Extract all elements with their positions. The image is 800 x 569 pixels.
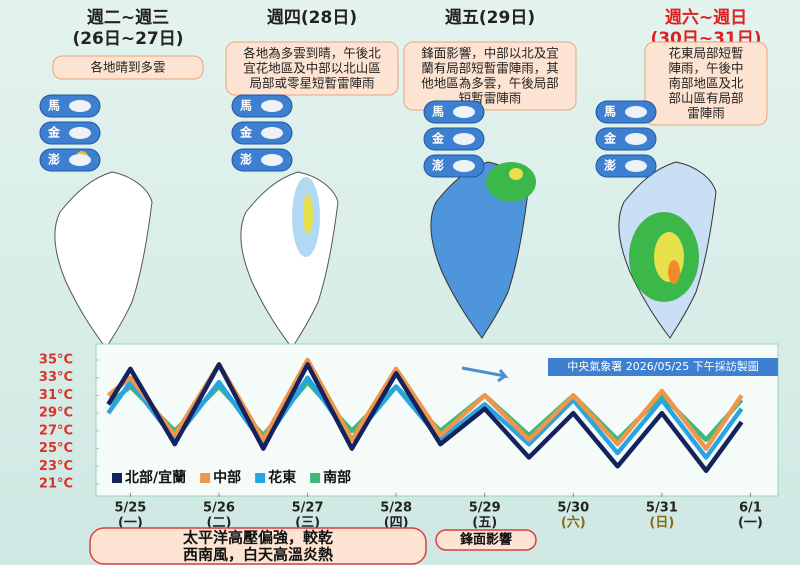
map xyxy=(618,161,717,339)
forecast-box xyxy=(644,41,768,126)
island-label: 澎 xyxy=(432,158,444,173)
series-line xyxy=(106,362,744,473)
y-tick-label: 31°C xyxy=(39,388,73,403)
x-tick-label: 6/1 xyxy=(739,501,762,516)
cloud-icon xyxy=(453,133,475,145)
legend-label: 北部/宜蘭 xyxy=(125,469,186,486)
y-tick-label: 21°C xyxy=(39,477,73,492)
island-label: 澎 xyxy=(48,152,60,167)
legend-label: 花東 xyxy=(268,469,296,486)
cloud-icon xyxy=(453,106,475,118)
legend-swatch xyxy=(112,473,122,483)
map xyxy=(430,161,536,339)
y-tick-label: 27°C xyxy=(39,423,73,438)
forecast-box xyxy=(52,55,204,80)
forecast-text: 陣雨，午後中 xyxy=(668,61,743,76)
forecast-text: 他地區為多雲，午後局部 xyxy=(421,76,559,91)
annotation: 中央氣象署 2026/05/25 下午採訪製圖 xyxy=(567,359,758,373)
weekday-label: (五) xyxy=(472,516,497,531)
panel-heading: 週六~週日 xyxy=(665,7,747,28)
x-tick-label: 5/28 xyxy=(380,501,412,516)
annotation-box xyxy=(548,358,778,376)
island-label: 金 xyxy=(431,131,445,146)
cloud-icon xyxy=(453,160,475,172)
forecast-text: 部山區有局部 xyxy=(668,91,743,106)
island-label: 馬 xyxy=(432,105,444,119)
legend-label: 南部 xyxy=(323,469,351,486)
forecast-text: 鋒面影響，中部以北及宜 xyxy=(421,46,559,61)
map xyxy=(240,171,339,349)
y-tick-label: 29°C xyxy=(39,406,73,421)
island-label: 澎 xyxy=(604,158,616,173)
forecast-text: 各地晴到多雲 xyxy=(90,60,165,75)
weekday-label: (一) xyxy=(738,516,763,531)
panel-heading: 週四(28日) xyxy=(267,8,357,28)
x-tick-label: 5/26 xyxy=(203,501,235,516)
cloud-icon xyxy=(261,127,283,139)
note-box xyxy=(89,527,427,565)
series-line xyxy=(106,375,744,460)
forecast-text: 花東局部短暫 xyxy=(668,46,743,61)
y-tick-label: 25°C xyxy=(39,441,73,456)
note-text: 鋒面影響 xyxy=(459,532,512,548)
weekday-label: (二) xyxy=(207,516,232,531)
note-text: 西南風，白天高溫炎熱 xyxy=(183,546,333,564)
cloud-icon xyxy=(625,160,647,172)
cloud-icon xyxy=(69,127,91,139)
x-tick-label: 5/25 xyxy=(114,501,146,516)
y-tick-label: 23°C xyxy=(39,459,73,474)
legend-swatch xyxy=(255,473,266,483)
cloud-icon xyxy=(69,100,91,112)
legend-label: 中部 xyxy=(213,469,241,486)
panel-heading: 週二~週三 xyxy=(87,8,169,28)
panel-heading: 週五(29日) xyxy=(445,8,535,28)
cloud-icon xyxy=(625,106,647,118)
y-tick-label: 33°C xyxy=(39,370,73,385)
x-tick-label: 5/30 xyxy=(557,501,589,516)
forecast-text: 各地為多雲到晴，午後北 xyxy=(243,46,381,61)
island-label: 馬 xyxy=(240,99,252,113)
legend-swatch xyxy=(200,473,211,483)
note-box xyxy=(435,529,537,551)
forecast-text: 蘭有局部短暫雷陣雨，其 xyxy=(421,61,559,76)
y-tick-label: 35°C xyxy=(39,352,73,367)
forecast-box xyxy=(225,41,399,96)
forecast-box xyxy=(403,41,577,111)
island-label: 金 xyxy=(239,125,253,140)
weekday-label: (三) xyxy=(295,516,320,531)
island-label: 金 xyxy=(47,125,61,140)
island-label: 澎 xyxy=(240,152,252,167)
island-label: 馬 xyxy=(604,105,616,119)
x-tick-label: 5/27 xyxy=(292,501,324,516)
forecast-text: 宜花地區及中部以北山區 xyxy=(243,61,381,76)
legend-swatch xyxy=(310,473,321,483)
weekday-label: (四) xyxy=(384,516,409,531)
cloud-icon xyxy=(261,100,283,112)
x-tick-label: 5/31 xyxy=(646,501,678,516)
island-label: 馬 xyxy=(48,99,60,113)
x-tick-label: 5/29 xyxy=(469,501,501,516)
weekday-label: (一) xyxy=(118,516,143,531)
island-label: 金 xyxy=(603,131,617,146)
weekday-label: (日) xyxy=(649,516,674,531)
forecast-text: 局部或零星短暫雷陣雨 xyxy=(249,76,374,91)
note-text: 太平洋高壓偏強，較乾 xyxy=(183,529,333,547)
forecast-text: 雷陣雨 xyxy=(687,106,725,121)
forecast-text: 南部地區及北 xyxy=(668,76,744,91)
weekday-label: (六) xyxy=(561,515,586,531)
cloud-icon xyxy=(625,133,647,145)
cloud-icon xyxy=(69,154,91,166)
panel-heading: (26日~27日) xyxy=(72,29,183,49)
cloud-icon xyxy=(261,154,283,166)
arrow xyxy=(461,366,509,383)
